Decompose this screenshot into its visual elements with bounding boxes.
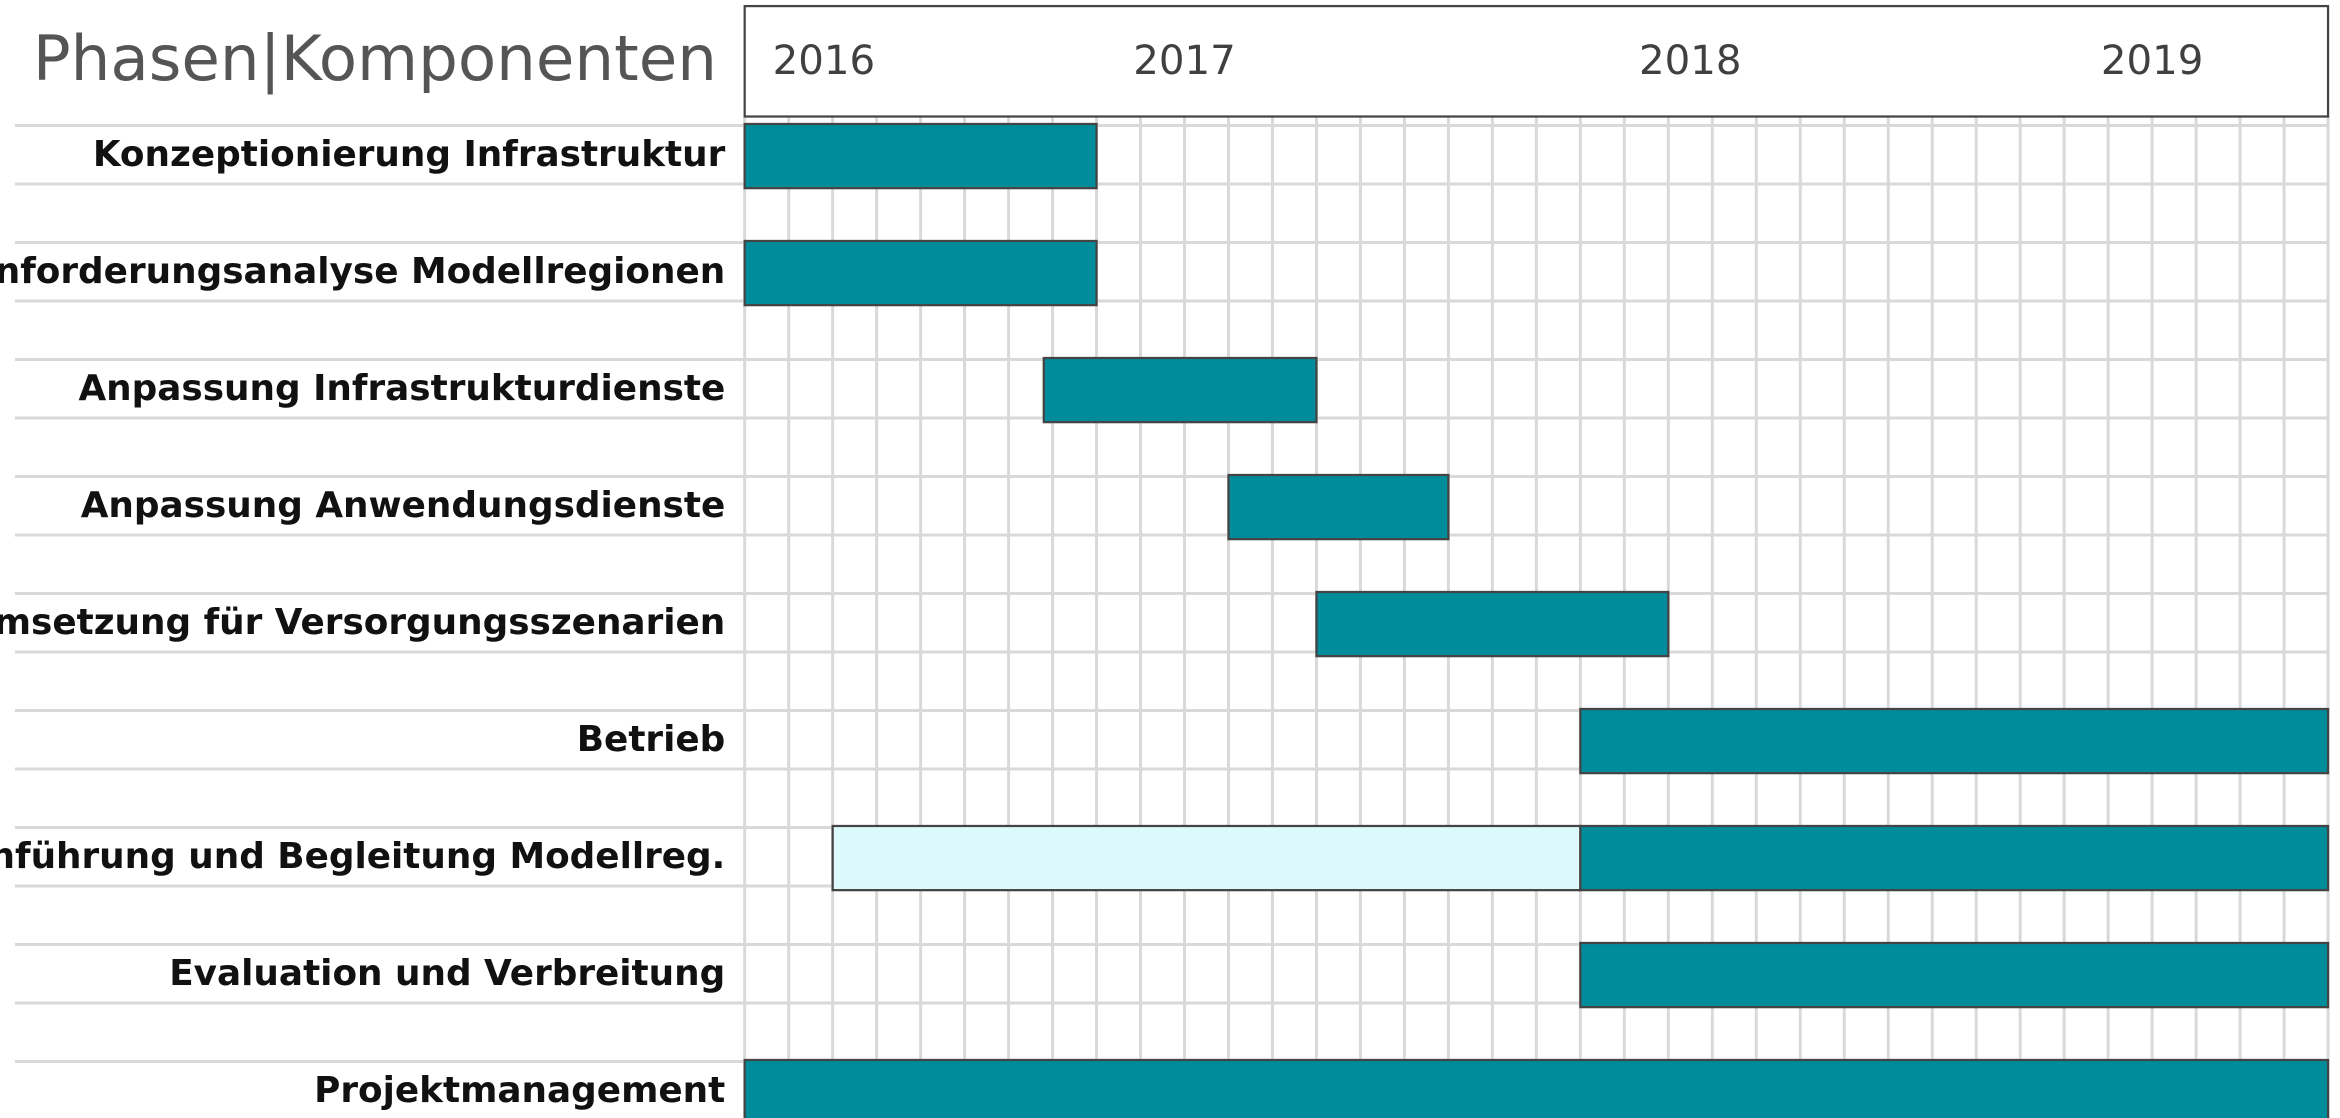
x-tick-label: 2018	[1639, 37, 1742, 84]
gantt-bar	[831, 824, 1582, 892]
gantt-bar	[1315, 590, 1670, 658]
x-tick-label: 2016	[773, 37, 876, 84]
task-label: Projektmanagement	[314, 1070, 725, 1111]
gantt-bar	[743, 122, 1098, 190]
task-label: Evaluation und Verbreitung	[169, 953, 725, 994]
task-label: Einführung und Begleitung Modellreg.	[0, 836, 725, 877]
gantt-bar	[1042, 356, 1318, 424]
marks: 2016 2017 2018 2019 Konzeptionierung Infrast…	[0, 37, 2330, 1118]
x-tick-label: 2019	[2101, 37, 2204, 84]
gantt-bar	[1579, 707, 2330, 775]
task-label: Umsetzung für Versorgungsszenarien	[0, 602, 725, 643]
task-label: Anpassung Infrastrukturdienste	[78, 368, 725, 409]
chart-title: Phasen|Komponenten	[33, 22, 717, 96]
task-label: Konzeptionierung Infrastruktur	[93, 134, 726, 175]
gantt-bar	[1579, 941, 2330, 1009]
gantt-bar	[743, 239, 1098, 307]
gantt-bar	[743, 1058, 2330, 1118]
header-box	[743, 4, 2330, 118]
gantt-bar	[1579, 824, 2330, 892]
task-label: Anpassung Anwendungsdienste	[81, 485, 726, 526]
gantt-bar	[1227, 473, 1450, 541]
task-label: Betrieb	[577, 719, 726, 760]
task-label: Anforderungsanalyse Modellregionen	[0, 251, 725, 292]
x-tick-label: 2017	[1133, 37, 1236, 84]
